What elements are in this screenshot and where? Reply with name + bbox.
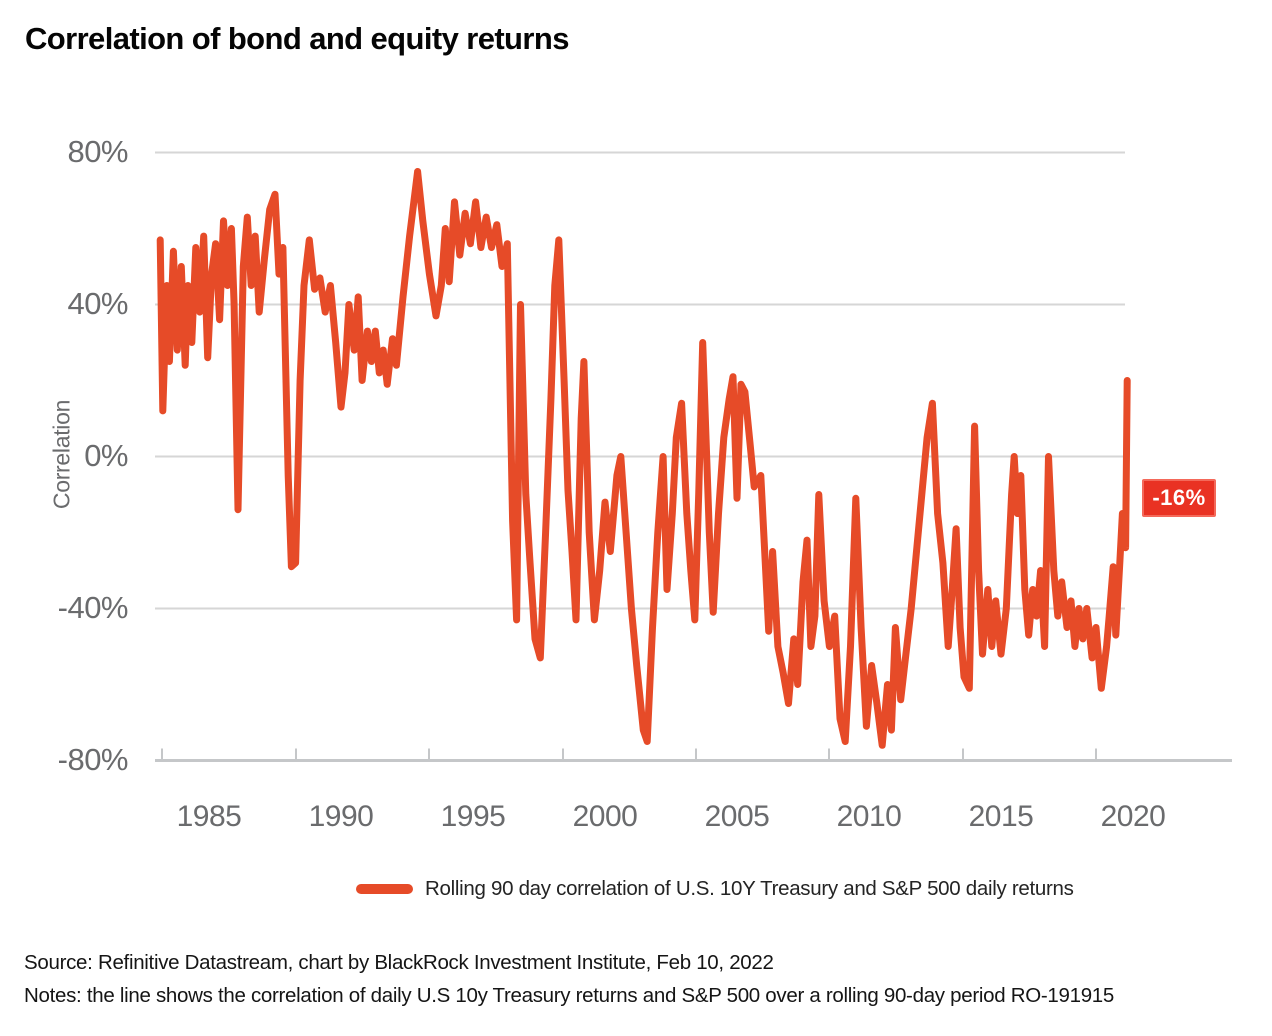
latest-value-badge: -16% xyxy=(1142,479,1216,517)
y-tick-label-40: 40% xyxy=(67,285,128,321)
legend-line-swatch xyxy=(356,884,413,894)
y-tick-label-80: 80% xyxy=(67,133,128,169)
x-tick-label-1985: 1985 xyxy=(176,800,242,833)
source-text: Source: Refinitive Datastream, chart by … xyxy=(24,951,774,974)
correlation-line-series xyxy=(156,168,1131,749)
legend-label: Rolling 90 day correlation of U.S. 10Y T… xyxy=(425,877,1074,900)
chart-title: Correlation of bond and equity returns xyxy=(25,21,569,56)
y-tick-label--40: -40% xyxy=(57,589,129,625)
y-tick-label--80: -80% xyxy=(57,741,129,777)
legend: Rolling 90 day correlation of U.S. 10Y T… xyxy=(356,877,1074,901)
x-tick-label-1995: 1995 xyxy=(440,800,506,833)
notes-text: Notes: the line shows the correlation of… xyxy=(24,984,1115,1007)
x-tick-label-2015: 2015 xyxy=(968,800,1034,833)
y-tick-label-0: 0% xyxy=(84,437,128,473)
x-tick-label-2010: 2010 xyxy=(836,800,902,833)
x-tick-label-2020: 2020 xyxy=(1100,800,1166,833)
x-tick-label-2005: 2005 xyxy=(704,800,770,833)
x-tick-label-2000: 2000 xyxy=(572,800,638,833)
x-tick-label-1990: 1990 xyxy=(308,800,374,833)
